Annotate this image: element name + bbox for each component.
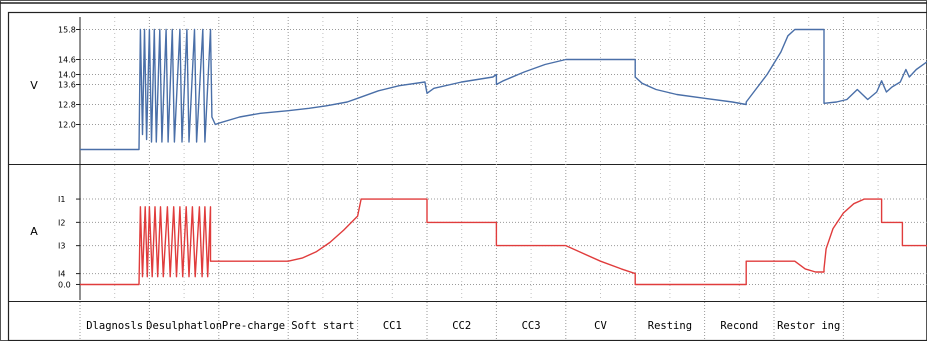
voltage-tick-label-4: 12.8 — [58, 101, 76, 110]
voltage-tick-label-0: 15.8 — [58, 26, 76, 35]
voltage-unit-label: V — [30, 79, 38, 92]
current-tick-label-4: 0.0 — [58, 280, 71, 289]
stage-label-1: Desulphatlon — [146, 320, 222, 332]
stage-label-10: Restor ing — [777, 320, 840, 332]
stage-label-8: Resting — [648, 320, 692, 332]
stage-label-3: Soft start — [291, 320, 354, 332]
stage-label-5: CC2 — [452, 320, 471, 332]
stage-label-2: Pre-charge — [222, 320, 285, 332]
stage-label-7: CV — [594, 320, 607, 332]
voltage-y-ticks: 15.8 14.6 14.013.6 12.8 12.0 — [58, 26, 80, 130]
voltage-tick-label-1: 14.6 — [58, 56, 76, 65]
current-tick-label-3: I4 — [58, 270, 65, 279]
stage-label-0: Dlagnosls — [86, 320, 143, 332]
current-tick-label-2: I3 — [58, 242, 65, 251]
voltage-tick-label-2: 14.0 — [58, 71, 76, 80]
voltage-tick-label-5: 12.0 — [58, 121, 76, 130]
stage-label-9: Recond — [720, 320, 758, 332]
current-unit-label: A — [30, 225, 38, 238]
stage-label-4: CC1 — [383, 320, 402, 332]
current-tick-label-0: I1 — [58, 195, 65, 204]
current-y-ticks: I1 I2 I3 I40.0 — [58, 195, 80, 289]
current-series-line — [80, 198, 927, 286]
voltage-tick-label-3: 13.6 — [58, 81, 76, 90]
stage-labels: Dlagnosls Desulphatlon Pre-charge Soft star… — [86, 320, 840, 332]
voltage-series-line — [80, 28, 927, 151]
current-tick-label-1: I2 — [58, 218, 65, 227]
stage-label-6: CC3 — [522, 320, 541, 332]
